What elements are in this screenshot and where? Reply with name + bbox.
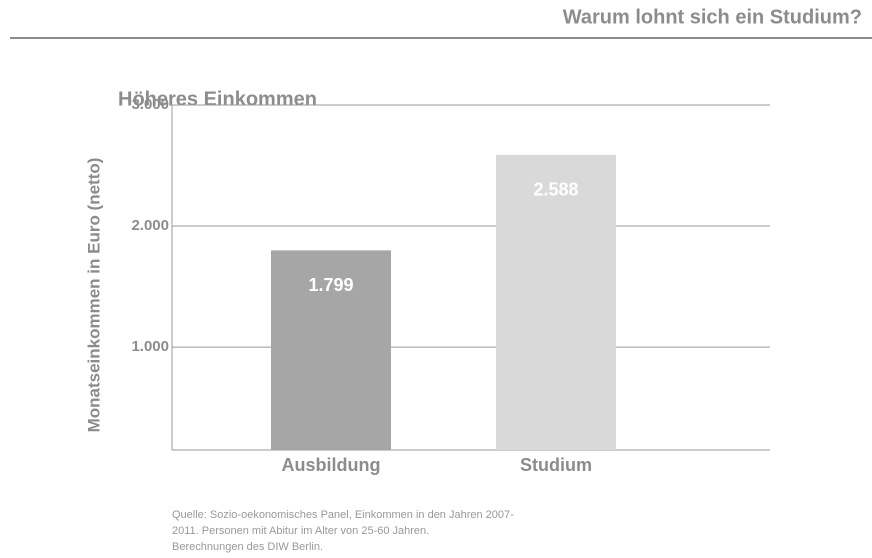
source-line: Quelle: Sozio-oekonomisches Panel, Einko… <box>172 509 514 521</box>
page-title: Warum lohnt sich ein Studium? <box>563 6 862 28</box>
y-tick-label: 3.000 <box>131 96 169 113</box>
x-tick-label: Ausbildung <box>282 455 381 475</box>
source-line: 2011. Personen mit Abitur im Alter von 2… <box>172 525 429 537</box>
y-tick-label: 2.000 <box>131 217 169 234</box>
source-line: Berechnungen des DIW Berlin. <box>172 541 323 553</box>
value-label: 1.799 <box>308 275 353 295</box>
bar <box>271 250 391 450</box>
x-tick-label: Studium <box>520 455 592 475</box>
value-label: 2.588 <box>533 180 578 200</box>
y-axis-label: Monatseinkommen in Euro (netto) <box>84 158 103 433</box>
bar <box>496 154 616 450</box>
y-tick-label: 1.000 <box>131 338 169 355</box>
